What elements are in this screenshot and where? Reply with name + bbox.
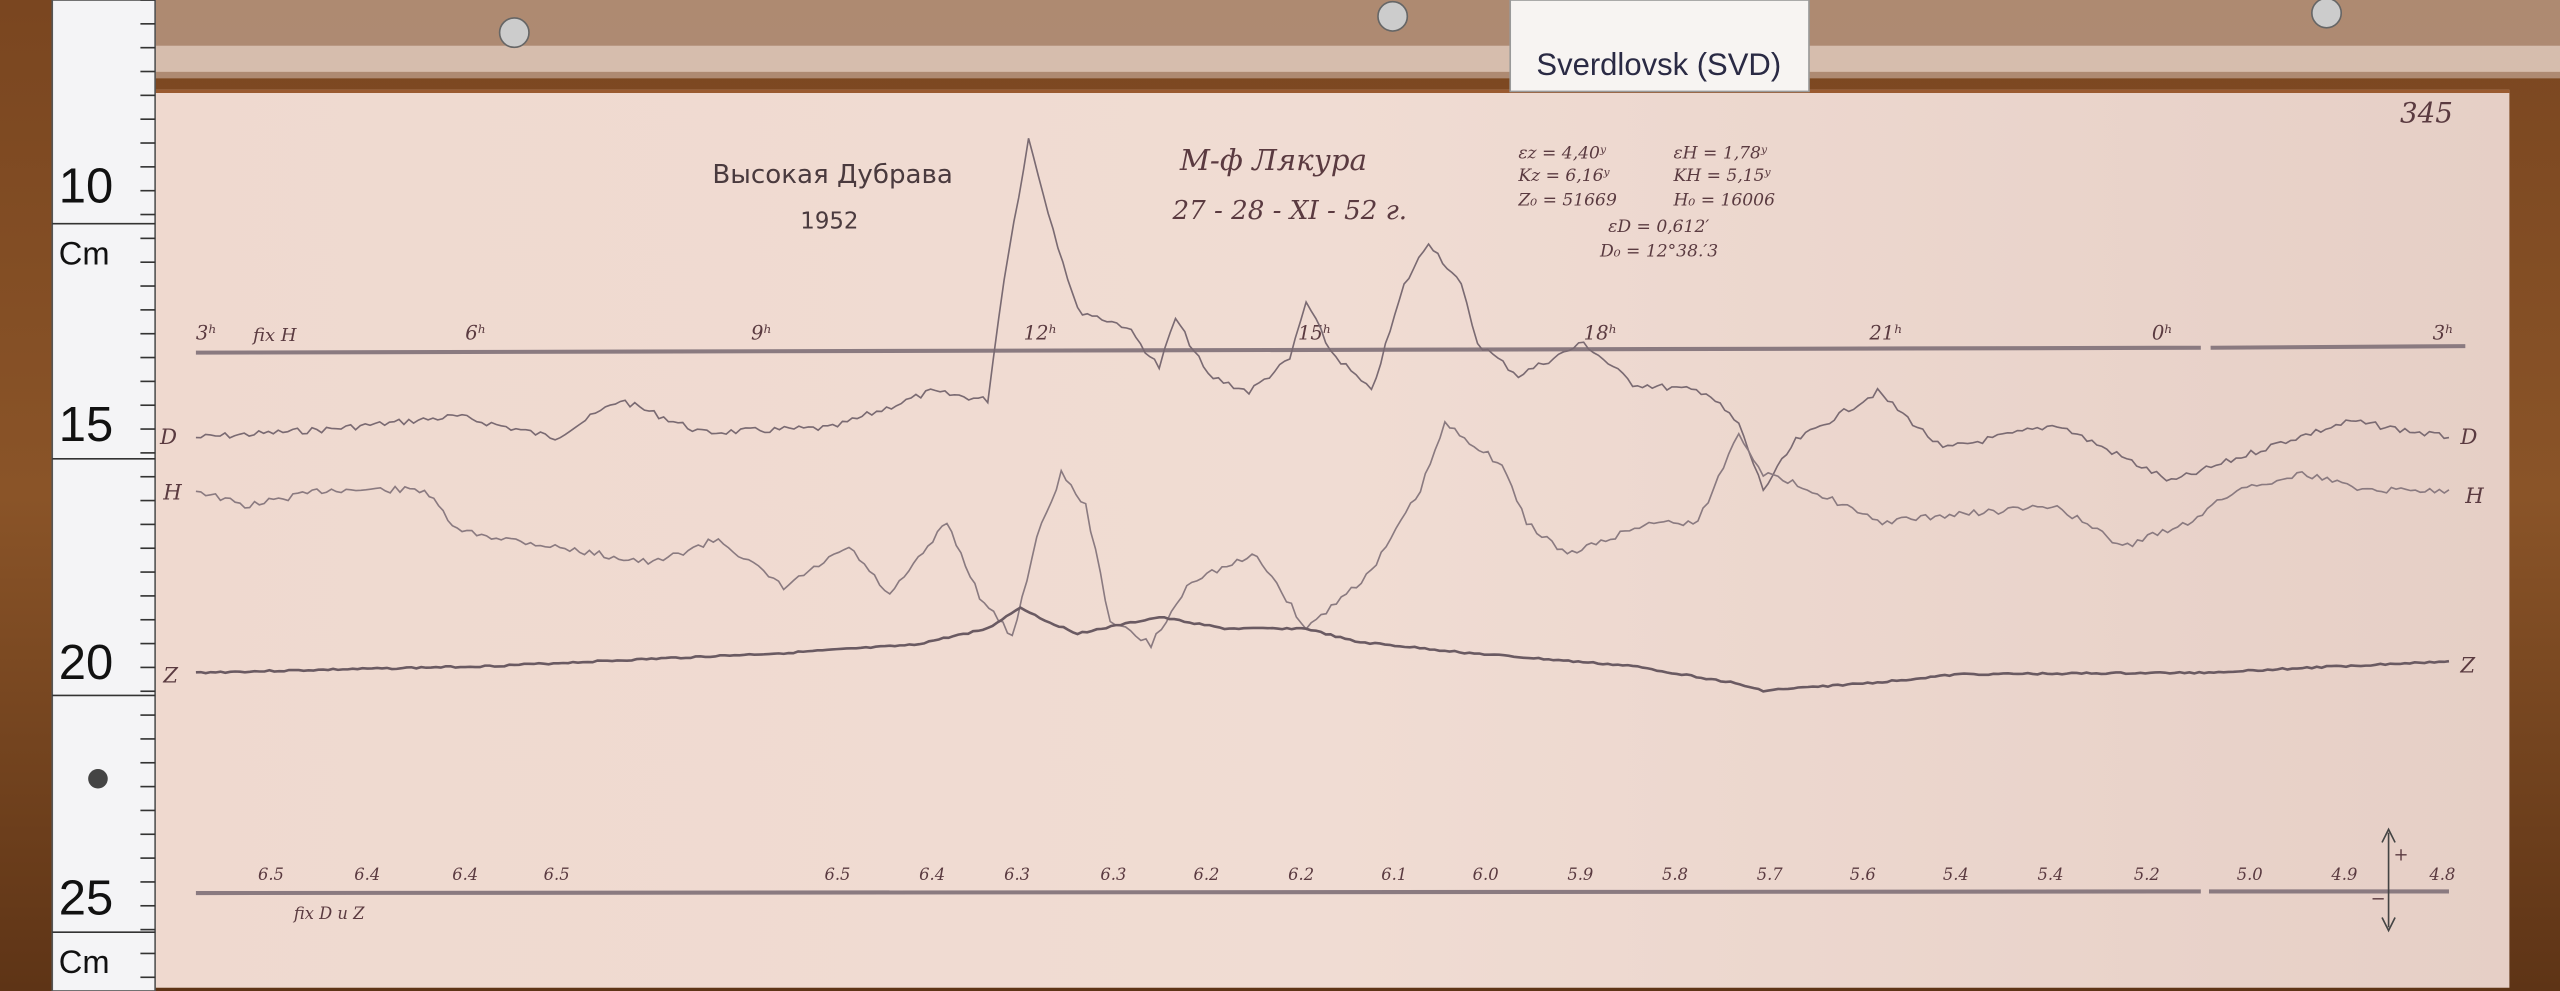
hour-label: 15ʰ: [1298, 322, 1331, 345]
d-label-right: D: [2459, 425, 2477, 450]
time-baseline: [195, 345, 2201, 355]
constant-eh: εH = 1,78ʸ: [1673, 143, 1767, 163]
ruler-mark-10: 10: [59, 159, 113, 213]
scale-value: 5.8: [1662, 865, 1688, 884]
ruler-hole: [88, 768, 108, 789]
station-label: Sverdlovsk (SVD): [1536, 47, 1781, 82]
constant-kz: Kz = 6,16ʸ: [1517, 166, 1610, 186]
screw-icon: [498, 17, 530, 49]
year: 1952: [800, 209, 858, 235]
scale-constants: εz = 4,40ʸ Kz = 6,16ʸ Z₀ = 51669 εH = 1,…: [1517, 143, 1775, 261]
scale-value: 4.8: [2428, 865, 2455, 884]
fix-h-label: fix H: [251, 325, 297, 346]
z-label-right: Z: [2459, 654, 2476, 679]
scale-value: 6.4: [452, 865, 478, 884]
ruler-mark-15: 15: [59, 398, 113, 452]
time-baseline: [2210, 344, 2466, 350]
d-trace: [195, 138, 2450, 493]
polarity-plus: +: [2393, 844, 2408, 865]
polarity-minus: −: [2371, 888, 2386, 909]
hour-label: 0ʰ: [2152, 322, 2173, 345]
constant-ed: εD = 0,612′: [1608, 217, 1709, 237]
ruler-unit-bottom: Cm: [59, 943, 110, 980]
hour-label: 9ʰ: [751, 322, 772, 345]
scale-value: 6.3: [1100, 865, 1126, 884]
constant-h0: H₀ = 16006: [1672, 191, 1775, 211]
ruler: [51, 0, 156, 991]
constant-ez: εz = 4,40ʸ: [1518, 143, 1607, 163]
h-label-right: H: [2464, 484, 2484, 509]
screw-icon: [1377, 0, 1409, 32]
hour-label: 21ʰ: [1868, 322, 1902, 345]
constant-d0: D₀ = 12°38.′3: [1599, 241, 1718, 261]
scale-value: 6.3: [1004, 865, 1030, 884]
z-trace: [195, 606, 2450, 693]
scale-value: 5.4: [1943, 865, 1969, 884]
hour-label: 12ʰ: [1024, 322, 1057, 345]
scale-value: 6.5: [544, 865, 570, 884]
scale-value: 5.4: [2038, 865, 2064, 884]
scale-value: 6.4: [919, 865, 945, 884]
scale-value: 6.5: [824, 865, 850, 884]
d-label-left: D: [159, 425, 177, 450]
scale-value: 5.2: [2134, 865, 2160, 884]
scale-value: 6.1: [1381, 865, 1407, 884]
hour-label: 18ʰ: [1584, 322, 1617, 345]
screw-icon: [2311, 0, 2343, 29]
scale-value: 5.6: [1850, 865, 1876, 884]
scale-value: 6.0: [1473, 865, 1499, 884]
h-trace: [195, 420, 2450, 650]
scale-value: 6.2: [1193, 865, 1219, 884]
z-label-left: Z: [162, 663, 179, 688]
scale-baseline: [195, 889, 2201, 896]
ruler-mark-25: 25: [59, 871, 113, 925]
ruler-mark-20: 20: [59, 636, 113, 690]
scale-value: 6.5: [258, 865, 284, 884]
scale-value: 4.9: [2330, 865, 2357, 884]
scale-value: 6.4: [354, 865, 380, 884]
scale-value: 5.0: [2237, 865, 2263, 884]
hour-label: 6ʰ: [465, 322, 486, 345]
scale-value: 6.2: [1288, 865, 1314, 884]
hour-label: 3ʰ: [2433, 322, 2454, 345]
fix-dz-label: fix D и Z: [292, 904, 365, 923]
scale-value: 5.7: [1757, 865, 1784, 884]
constant-z0: Z₀ = 51669: [1517, 191, 1617, 211]
scale-value: 5.9: [1567, 865, 1593, 884]
station-label-card: [1509, 0, 1810, 93]
h-label-left: H: [162, 481, 182, 506]
observer: М-ф Лякура: [1179, 143, 1367, 177]
station-name: Высокая Дубрава: [712, 160, 953, 190]
ruler-unit-top: Cm: [59, 234, 110, 271]
constant-kh: KH = 5,15ʸ: [1672, 166, 1771, 186]
paper-sheet: [150, 89, 2510, 988]
page-number: 345: [2400, 96, 2453, 129]
record-date: 27 - 28 - XI - 52 г.: [1171, 196, 1407, 226]
hour-label: 3ʰ: [196, 322, 217, 345]
